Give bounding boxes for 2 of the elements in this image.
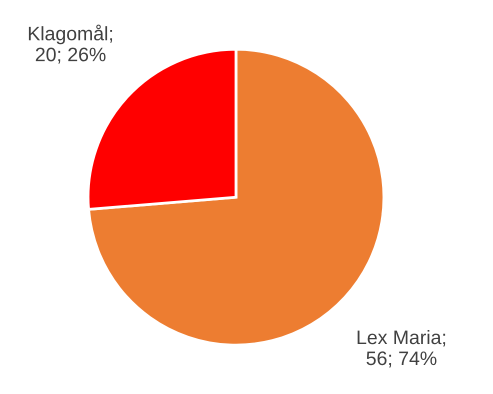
slice-label: Lex Maria; 56; 74% xyxy=(358,330,446,368)
slice-label: Klagomål; 20; 26% xyxy=(28,24,112,64)
